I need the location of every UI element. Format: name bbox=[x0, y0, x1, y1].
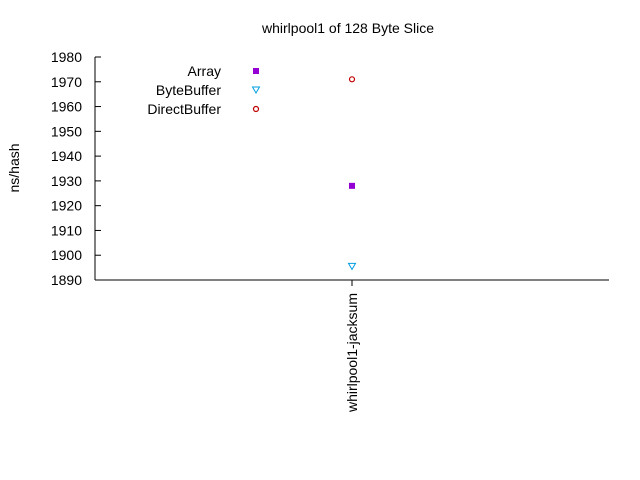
data-points bbox=[347, 76, 357, 271]
x-ticks: whirlpool1-jacksum bbox=[344, 280, 360, 413]
y-ticks: 1890 1900 1910 1920 1930 1940 1950 1960 1970 1980 bbox=[51, 49, 101, 288]
y-tick-label: 1910 bbox=[51, 222, 82, 238]
y-axis-label: ns/hash bbox=[6, 143, 22, 192]
y-tick-label: 1900 bbox=[51, 247, 82, 263]
y-tick-label: 1920 bbox=[51, 198, 82, 214]
data-point bbox=[348, 76, 356, 83]
legend-marker bbox=[251, 86, 261, 94]
y-tick-label: 1970 bbox=[51, 74, 82, 90]
x-tick-label: whirlpool1-jacksum bbox=[344, 293, 360, 413]
data-point bbox=[347, 262, 357, 271]
y-tick-label: 1960 bbox=[51, 99, 82, 115]
legend: Array ByteBuffer DirectBuffer bbox=[147, 63, 261, 117]
y-tick-label: 1940 bbox=[51, 148, 82, 164]
legend-label: Array bbox=[188, 63, 221, 79]
legend-marker bbox=[252, 105, 260, 113]
y-tick-label: 1980 bbox=[51, 49, 82, 65]
y-tick-label: 1930 bbox=[51, 173, 82, 189]
y-tick-label: 1950 bbox=[51, 123, 82, 139]
chart-title: whirlpool1 of 128 Byte Slice bbox=[261, 20, 434, 36]
legend-label: ByteBuffer bbox=[156, 82, 221, 98]
y-tick-label: 1890 bbox=[51, 272, 82, 288]
data-point bbox=[349, 182, 355, 189]
legend-label: DirectBuffer bbox=[147, 101, 221, 117]
legend-marker bbox=[253, 68, 259, 74]
